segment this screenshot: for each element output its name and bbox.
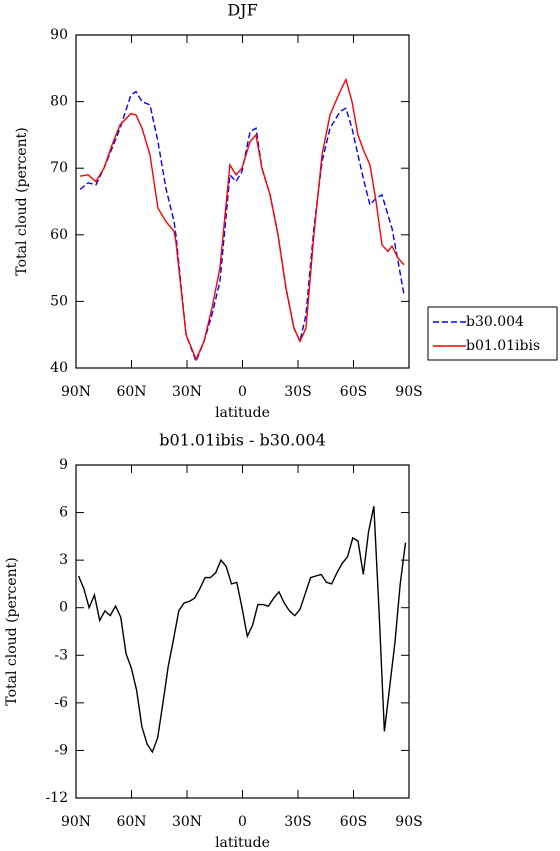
y-tick-label: 60 — [50, 227, 68, 243]
x-tick-label: 60S — [340, 814, 367, 830]
y-tick-label: 0 — [59, 600, 68, 616]
y-tick-label: 50 — [50, 293, 68, 309]
x-tick-label: 0 — [238, 384, 247, 400]
data-line — [79, 77, 405, 362]
x-axis-label: latitude — [215, 405, 270, 421]
x-tick-label: 90S — [395, 814, 422, 830]
data-line — [77, 506, 407, 754]
legend-label: b01.01ibis — [466, 338, 540, 354]
legend-box — [427, 306, 558, 361]
x-axis-label: latitude — [215, 835, 270, 851]
x-tick-label: 90N — [61, 384, 91, 400]
plot-frame — [75, 34, 410, 369]
y-tick-label: 70 — [50, 160, 68, 176]
y-tick-label: 90 — [50, 27, 68, 43]
y-tick-label: -3 — [54, 647, 68, 663]
y-tick-label: -6 — [54, 695, 68, 711]
legend-label: b30.004 — [466, 314, 524, 330]
data-line — [79, 90, 405, 364]
x-tick-label: 60N — [116, 384, 146, 400]
x-tick-label: 0 — [238, 814, 247, 830]
y-axis-label: Total cloud (percent) — [4, 557, 20, 705]
x-tick-label: 30N — [172, 384, 202, 400]
y-tick-label: -12 — [45, 790, 68, 806]
y-axis-label: Total cloud (percent) — [14, 127, 30, 275]
y-tick-label: 40 — [50, 360, 68, 376]
y-tick-label: 3 — [59, 552, 68, 568]
chart-title: b01.01ibis - b30.004 — [159, 431, 326, 450]
y-tick-label: -9 — [54, 742, 68, 758]
x-tick-label: 90S — [395, 384, 422, 400]
x-tick-label: 30S — [284, 814, 311, 830]
chart-title: DJF — [227, 1, 257, 20]
y-tick-label: 9 — [59, 457, 68, 473]
x-tick-label: 30N — [172, 814, 202, 830]
x-tick-label: 90N — [61, 814, 91, 830]
plot-frame — [75, 464, 410, 799]
y-tick-label: 6 — [59, 505, 68, 521]
x-tick-label: 60N — [116, 814, 146, 830]
x-tick-label: 30S — [284, 384, 311, 400]
y-tick-label: 80 — [50, 94, 68, 110]
x-tick-label: 60S — [340, 384, 367, 400]
